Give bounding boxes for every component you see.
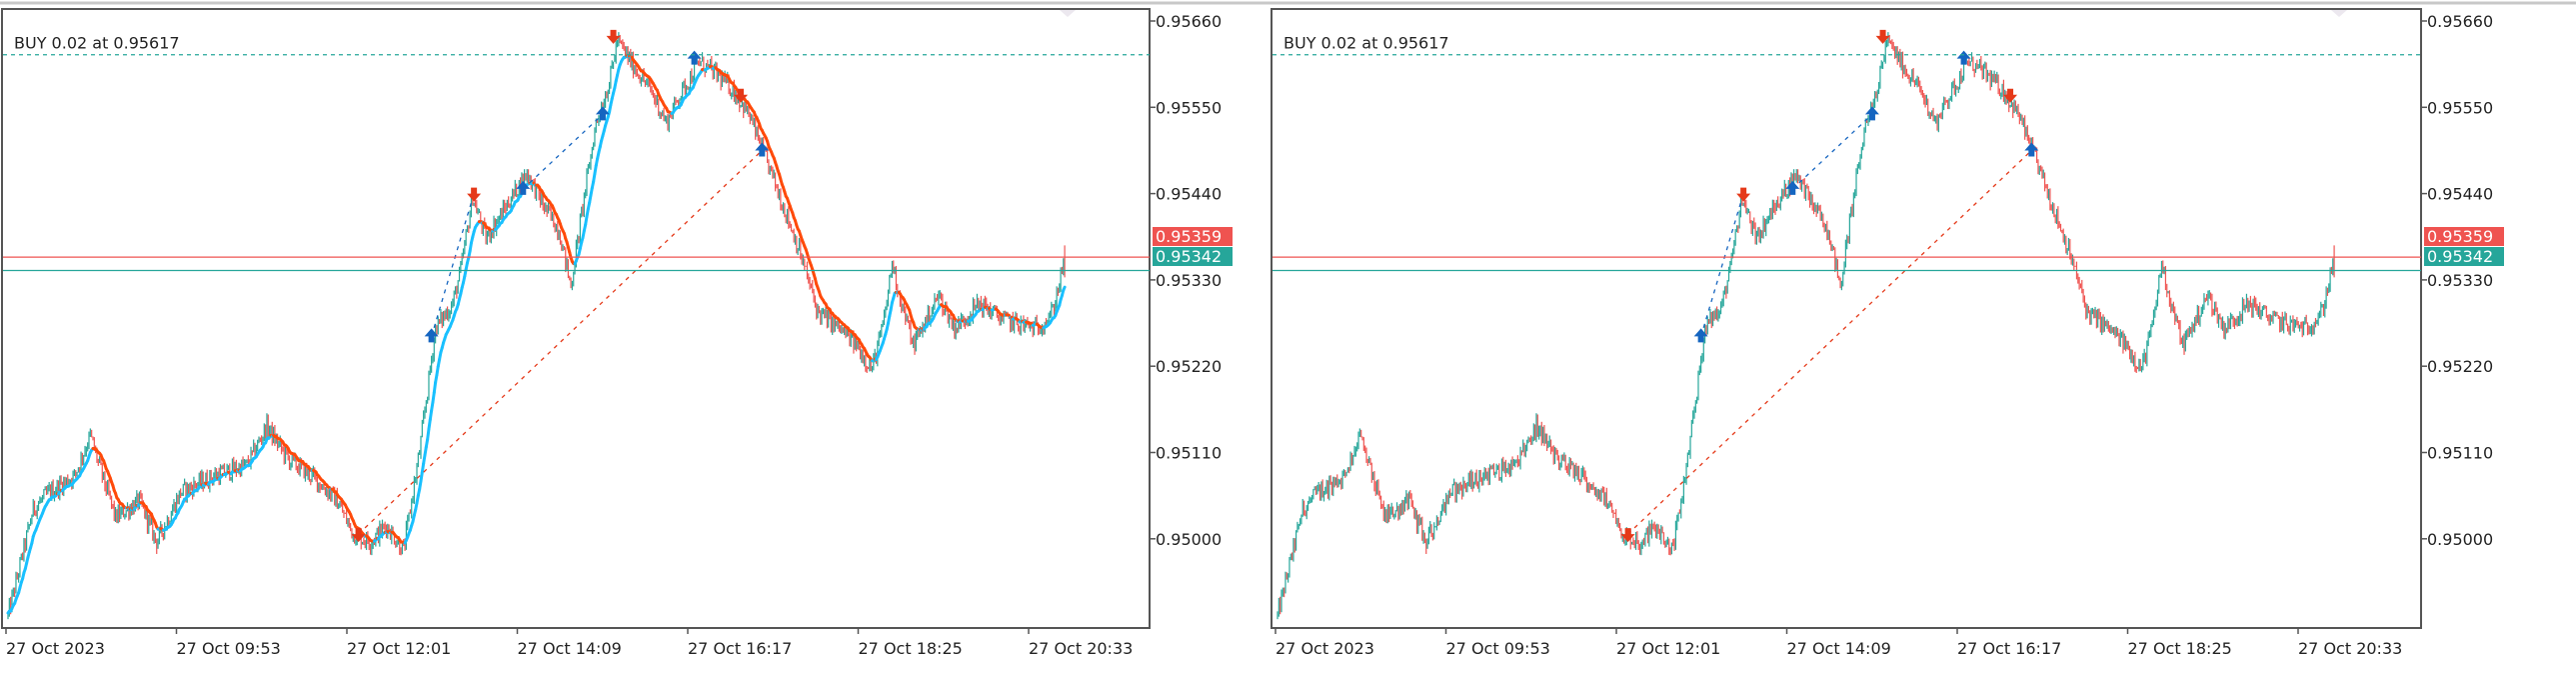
trade-link-line [431,193,475,337]
trade-link-line [1791,113,1873,190]
ma-segment [428,409,434,422]
time-tick-label: 27 Oct 18:25 [2128,639,2232,658]
sell-arrow-icon[interactable] [2003,88,2018,103]
time-tick-label: 27 Oct 09:53 [177,639,281,658]
left-trade-links [358,113,763,535]
sell-arrow-icon[interactable] [1620,528,1635,543]
time-tick-label: 27 Oct 18:25 [859,639,963,658]
right-price-axis: 0.95660 0.95550 0.95440 0.95330 0.95220 0.951… [2421,12,2493,549]
right-trade-markers [1620,29,2039,543]
price-tick-label: 0.95440 [1156,185,1222,204]
price-tick-label: 0.95440 [2427,185,2493,204]
time-tick-label: 27 Oct 20:33 [1029,639,1133,658]
price-tick-label: 0.95110 [1156,444,1222,463]
price-tick-label: 0.95000 [1156,530,1222,549]
price-tick-label: 0.95330 [2427,271,2493,290]
price-tick-label: 0.95110 [2427,444,2493,463]
left-price-axis: 0.95660 0.95550 0.95440 0.95330 0.95220 0.951… [1150,12,1222,549]
sell-arrow-icon[interactable] [1736,187,1751,202]
left-plot-area[interactable] [1,8,1151,629]
sell-arrow-icon[interactable] [1875,29,1890,44]
buy-arrow-icon[interactable] [516,180,531,195]
price-tick-label: 0.95220 [1156,357,1222,376]
left-time-axis: 27 Oct 2023 27 Oct 09:53 27 Oct 12:01 27 Oc… [5,628,1133,658]
time-tick-label: 27 Oct 12:01 [347,639,451,658]
price-tick-label: 0.95220 [2427,357,2493,376]
trade-link-line [1627,149,2032,535]
right-bid-price-box [2424,227,2504,246]
buy-arrow-icon[interactable] [1785,180,1800,195]
ma-segment [427,418,432,431]
right-candles [1277,32,2335,620]
right-position-label: BUY 0.02 at 0.95617 [1284,34,1449,53]
time-tick-label: 27 Oct 16:17 [1957,639,2061,658]
time-tick-label: 27 Oct 20:33 [2298,639,2402,658]
time-tick-label: 27 Oct 2023 [6,639,105,658]
right-time-axis: 27 Oct 2023 27 Oct 09:53 27 Oct 12:01 27 Oc… [1275,628,2402,658]
time-tick-label: 27 Oct 16:17 [688,639,792,658]
time-tick-label: 27 Oct 14:09 [1787,639,1891,658]
buy-arrow-icon[interactable] [1693,328,1708,343]
price-tick-label: 0.95000 [2427,530,2493,549]
sell-arrow-icon[interactable] [734,88,749,103]
ma-segment [426,427,431,441]
trade-link-line [358,149,763,535]
price-tick-label: 0.95660 [1156,12,1222,31]
right-bid-price: 0.95359 [2427,227,2493,246]
right-one-click-trading-icon[interactable] [2331,10,2347,17]
price-tick-label: 0.95550 [2427,98,2493,117]
ma-segment [432,380,438,395]
price-tick-label: 0.95330 [1156,271,1222,290]
ma-segment [431,391,436,404]
right-trade-links [1627,113,2032,535]
time-tick-label: 27 Oct 09:53 [1446,639,1550,658]
right-ask-price-box [2424,247,2504,266]
right-plot-area[interactable] [1271,8,2422,629]
right-chart[interactable]: BUY 0.02 at 0.95617 0.95660 0.95550 0.9544… [1271,8,2504,658]
buy-arrow-icon[interactable] [1864,106,1879,121]
buy-arrow-icon[interactable] [424,328,439,343]
price-tick-label: 0.95660 [2427,12,2493,31]
buy-arrow-icon[interactable] [595,106,610,121]
left-one-click-trading-icon[interactable] [1060,10,1076,17]
sell-arrow-icon[interactable] [351,528,366,543]
left-trade-markers [351,29,770,543]
sell-arrow-icon[interactable] [606,29,621,44]
time-tick-label: 27 Oct 14:09 [518,639,622,658]
buy-arrow-icon[interactable] [687,50,702,65]
time-tick-label: 27 Oct 12:01 [1616,639,1720,658]
ma-segment [1062,285,1067,292]
left-position-label: BUY 0.02 at 0.95617 [14,34,180,53]
left-bid-price: 0.95359 [1156,227,1222,246]
trade-link-line [1700,193,1744,337]
trade-link-line [522,113,604,190]
buy-arrow-icon[interactable] [2024,142,2039,157]
right-ask-price: 0.95342 [2427,247,2493,266]
buy-arrow-icon[interactable] [1956,50,1971,65]
time-tick-label: 27 Oct 2023 [1276,639,1374,658]
left-ask-price-box [1153,247,1233,266]
buy-arrow-icon[interactable] [755,142,770,157]
left-chart[interactable]: BUY 0.02 at 0.95617 0.95660 0.95550 0.9544… [1,8,1233,658]
left-candles [7,32,1066,620]
left-bid-price-box [1153,227,1233,246]
price-tick-label: 0.95550 [1156,98,1222,117]
sell-arrow-icon[interactable] [467,187,482,202]
left-ask-price: 0.95342 [1156,247,1222,266]
